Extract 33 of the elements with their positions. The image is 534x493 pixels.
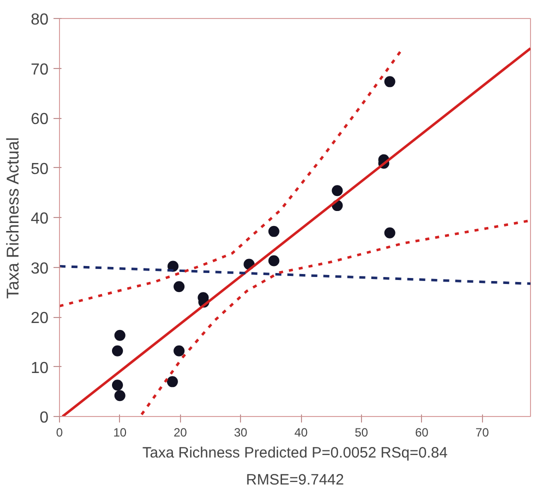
point bbox=[174, 345, 185, 356]
point bbox=[384, 227, 396, 238]
point bbox=[114, 330, 126, 341]
x-tick-label: 0 bbox=[56, 426, 64, 440]
y-tick-label: 10 bbox=[30, 360, 49, 377]
y-tick-label: 20 bbox=[30, 310, 49, 327]
x-tick-label: 60 bbox=[415, 426, 429, 440]
y-tick-label: 80 bbox=[30, 12, 49, 28]
y-tick-label: 50 bbox=[30, 160, 49, 178]
x-axis-title: Taxa Richness Predicted P=0.0052 RSq=0.84 bbox=[142, 444, 448, 462]
x-tick-label: 10 bbox=[113, 426, 127, 440]
point bbox=[332, 185, 343, 196]
point bbox=[268, 255, 280, 266]
point bbox=[112, 345, 123, 356]
y-tick-label: 40 bbox=[30, 210, 49, 228]
x-tick-label: 50 bbox=[354, 426, 368, 440]
y-tick-label: 70 bbox=[30, 61, 49, 78]
point bbox=[384, 76, 396, 88]
line-series bbox=[140, 219, 530, 416]
x-tick-label: 70 bbox=[476, 426, 490, 440]
y-axis-title: Taxa Richness Actual bbox=[4, 137, 23, 299]
point bbox=[114, 390, 126, 402]
point bbox=[174, 281, 185, 292]
y-tick-label: 30 bbox=[30, 260, 49, 278]
x-tick-label: 40 bbox=[294, 426, 308, 440]
point bbox=[112, 380, 123, 391]
y-tick-label: 60 bbox=[30, 111, 49, 128]
point bbox=[166, 376, 178, 388]
text: RMSE=9.7442 bbox=[246, 472, 344, 488]
y-tick-label: 0 bbox=[40, 410, 49, 426]
x-tick-label: 30 bbox=[234, 426, 248, 440]
point bbox=[268, 226, 280, 237]
x-tick-label: 20 bbox=[174, 426, 188, 440]
